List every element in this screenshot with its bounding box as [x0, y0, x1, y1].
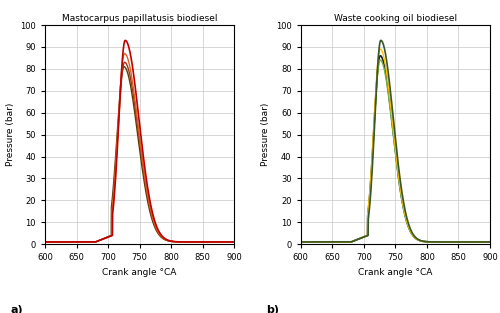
B10	[52, 240, 58, 244]
B5	[482, 240, 488, 244]
B5	[129, 78, 135, 82]
B5	[226, 240, 232, 244]
Line: B5: B5	[300, 49, 490, 242]
Diesel	[390, 112, 396, 115]
X-axis label: Crank angle °CA: Crank angle °CA	[358, 268, 432, 277]
B20	[487, 240, 493, 244]
B20	[482, 240, 488, 244]
B20	[298, 240, 304, 244]
Diesel	[482, 240, 488, 244]
B5	[191, 240, 197, 244]
B10	[226, 240, 232, 244]
B10	[308, 240, 314, 244]
B20	[377, 58, 383, 62]
B10	[129, 93, 135, 97]
B20	[129, 85, 135, 89]
Title: Waste cooking oil biodiesel: Waste cooking oil biodiesel	[334, 14, 457, 23]
B10	[232, 240, 237, 244]
B10	[390, 127, 396, 131]
Y-axis label: Pressure (bar): Pressure (bar)	[6, 103, 15, 166]
B5	[226, 240, 232, 244]
B5	[122, 52, 128, 55]
Line: Diesel: Diesel	[300, 40, 490, 242]
Line: B10: B10	[45, 67, 234, 242]
B20	[52, 240, 58, 244]
Line: B20: B20	[45, 62, 234, 242]
B10	[482, 240, 488, 244]
Diesel	[226, 240, 232, 244]
Diesel	[122, 38, 128, 42]
Diesel	[385, 67, 391, 71]
B5	[487, 240, 493, 244]
X-axis label: Crank angle °CA: Crank angle °CA	[102, 268, 177, 277]
B5	[385, 80, 391, 83]
B10	[487, 240, 493, 244]
B5	[42, 240, 48, 244]
Y-axis label: Pressure (bar): Pressure (bar)	[262, 103, 270, 166]
Text: b): b)	[266, 305, 280, 313]
B5	[298, 240, 304, 244]
B20	[232, 240, 237, 244]
Line: B20: B20	[300, 60, 490, 242]
B10	[121, 65, 127, 69]
B20	[447, 240, 453, 244]
Diesel	[232, 240, 237, 244]
B5	[134, 115, 140, 119]
B5	[377, 47, 383, 51]
Diesel	[298, 240, 304, 244]
B5	[308, 240, 314, 244]
B10	[226, 240, 232, 244]
B20	[42, 240, 48, 244]
Diesel	[134, 101, 140, 105]
Diesel	[308, 240, 314, 244]
B20	[226, 240, 232, 244]
Text: a): a)	[11, 305, 24, 313]
Diesel	[191, 240, 197, 244]
Title: Mastocarpus papillatusis biodiesel: Mastocarpus papillatusis biodiesel	[62, 14, 218, 23]
B10	[482, 240, 488, 244]
Diesel	[487, 240, 493, 244]
B10	[298, 240, 304, 244]
B5	[447, 240, 453, 244]
Line: B10: B10	[300, 56, 490, 242]
B20	[482, 240, 488, 244]
B10	[385, 85, 391, 89]
Diesel	[482, 240, 488, 244]
Diesel	[447, 240, 453, 244]
B10	[447, 240, 453, 244]
Diesel	[129, 63, 135, 66]
B10	[42, 240, 48, 244]
B20	[385, 89, 391, 92]
Diesel	[42, 240, 48, 244]
B20	[308, 240, 314, 244]
B20	[191, 240, 197, 244]
Line: B5: B5	[45, 54, 234, 242]
B10	[134, 129, 140, 133]
B5	[482, 240, 488, 244]
B5	[232, 240, 237, 244]
B20	[122, 60, 128, 64]
B10	[191, 240, 197, 244]
Diesel	[52, 240, 58, 244]
B20	[390, 130, 396, 134]
B20	[134, 121, 140, 125]
Diesel	[378, 38, 384, 42]
Line: Diesel: Diesel	[45, 40, 234, 242]
B5	[52, 240, 58, 244]
B20	[226, 240, 232, 244]
B10	[377, 54, 383, 58]
Diesel	[226, 240, 232, 244]
B5	[390, 123, 396, 127]
